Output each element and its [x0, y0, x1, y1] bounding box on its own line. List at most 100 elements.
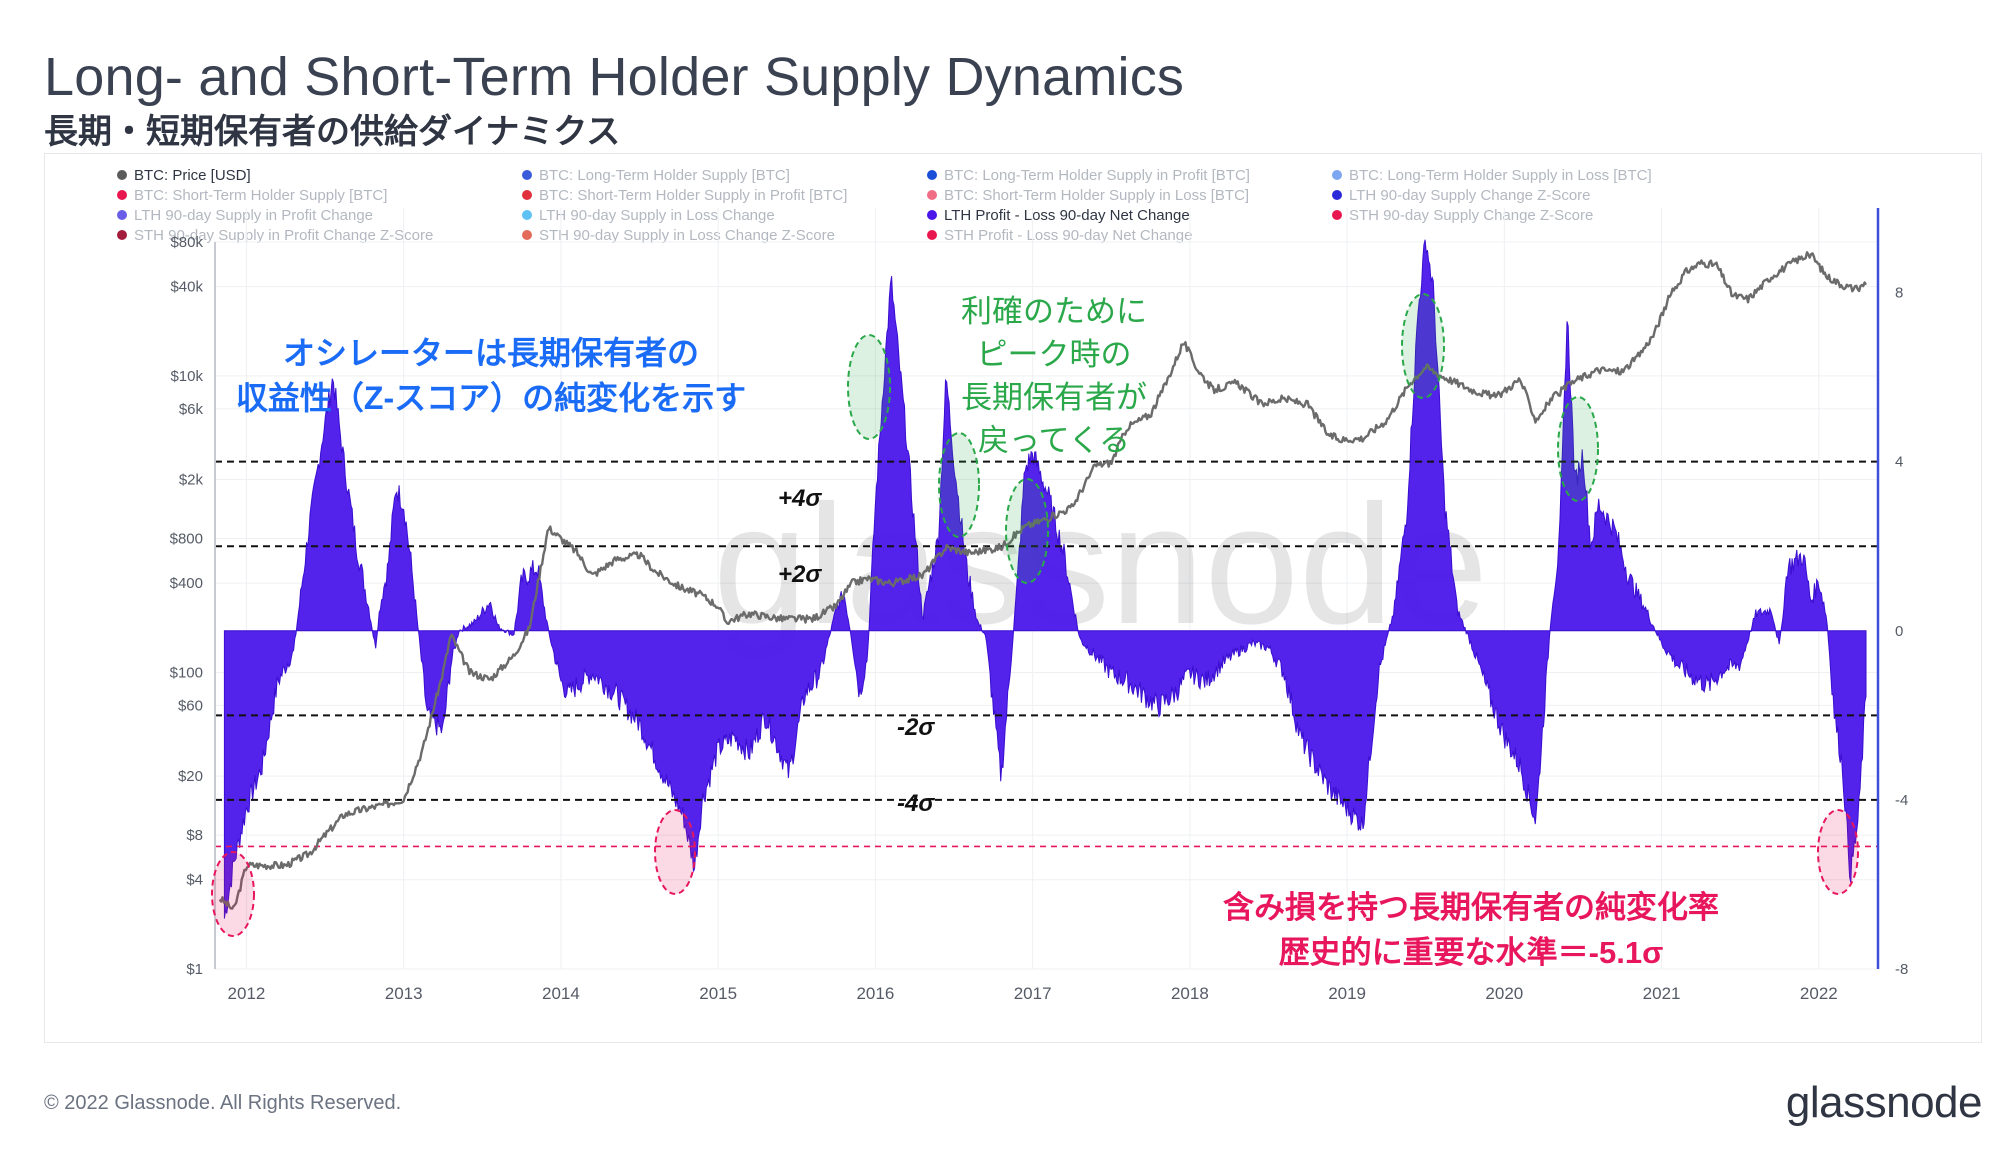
- sigma-label-m4: -4σ: [897, 790, 935, 817]
- left-tick-label: $2k: [179, 472, 204, 489]
- legend-swatch: [117, 230, 127, 240]
- legend-item[interactable]: BTC: Long-Term Holder Supply in Loss [BT…: [1332, 167, 1652, 184]
- legend-item[interactable]: BTC: Long-Term Holder Supply [BTC]: [522, 167, 790, 184]
- legend-item[interactable]: BTC: Long-Term Holder Supply in Profit […: [927, 167, 1250, 184]
- legend-item[interactable]: STH Profit - Loss 90-day Net Change: [927, 227, 1192, 244]
- x-tick-label: 2017: [1014, 984, 1052, 1003]
- x-axis-ticks: 2012 2013 2014 2015 2016 2017 2018 2019 2020 2021…: [228, 984, 1838, 1003]
- sigma-label-m2: -2σ: [897, 714, 935, 741]
- left-tick-label: $60: [178, 697, 203, 714]
- page-title: Long- and Short-Term Holder Supply Dynam…: [44, 47, 1185, 107]
- sigma-label-p4: +4σ: [778, 485, 822, 512]
- green-highlight-2015: [847, 334, 891, 440]
- x-tick-label: 2015: [699, 984, 737, 1003]
- x-tick-label: 2016: [856, 984, 894, 1003]
- x-tick-label: 2019: [1328, 984, 1366, 1003]
- green-note-line-4: 戻ってくる: [978, 423, 1130, 458]
- legend-item[interactable]: BTC: Short-Term Holder Supply in Profit …: [522, 187, 847, 204]
- green-highlight-2020: [1557, 396, 1599, 502]
- legend-label: STH Profit - Loss 90-day Net Change: [944, 227, 1192, 244]
- legend-label: LTH Profit - Loss 90-day Net Change: [944, 207, 1190, 224]
- x-tick-label: 2018: [1171, 984, 1209, 1003]
- legend-item[interactable]: STH 90-day Supply in Profit Change Z-Sco…: [117, 227, 433, 244]
- legend-swatch: [522, 170, 532, 180]
- green-highlight-2016b: [1005, 478, 1049, 584]
- legend-swatch: [1332, 210, 1342, 220]
- legend-item[interactable]: BTC: Short-Term Holder Supply [BTC]: [117, 187, 387, 204]
- legend-item[interactable]: LTH Profit - Loss 90-day Net Change: [927, 207, 1190, 224]
- right-tick-label: 0: [1895, 623, 1903, 640]
- highlight-circles: [211, 293, 1859, 937]
- x-tick-label: 2013: [385, 984, 423, 1003]
- left-tick-label: $4: [186, 872, 203, 889]
- legend-label: BTC: Price [USD]: [134, 167, 251, 184]
- legend-label: STH 90-day Supply Change Z-Score: [1349, 207, 1593, 224]
- legend-label: STH 90-day Supply in Profit Change Z-Sco…: [134, 227, 433, 244]
- sigma-label-p2: +2σ: [778, 561, 822, 588]
- right-tick-label: 8: [1895, 285, 1903, 302]
- chart-legend[interactable]: BTC: Price [USD] BTC: Long-Term Holder Su…: [117, 167, 1652, 244]
- legend-swatch: [1332, 190, 1342, 200]
- green-highlight-2016a: [938, 432, 980, 538]
- legend-swatch: [117, 190, 127, 200]
- green-note-line-1: 利確のために: [961, 294, 1147, 329]
- legend-label: BTC: Long-Term Holder Supply [BTC]: [539, 167, 790, 184]
- right-axis-ticks: 8 4 0 -4 -8: [1895, 285, 1908, 978]
- legend-item[interactable]: BTC: Short-Term Holder Supply in Loss [B…: [927, 187, 1249, 204]
- chart-svg: BTC: Price [USD] BTC: Long-Term Holder Su…: [117, 167, 1908, 1003]
- legend-item[interactable]: BTC: Price [USD]: [117, 167, 251, 184]
- legend-item[interactable]: LTH 90-day Supply in Profit Change: [117, 207, 373, 224]
- green-note-line-3: 長期保有者が: [961, 380, 1147, 415]
- oscillator-area: [223, 239, 1867, 919]
- legend-swatch: [927, 170, 937, 180]
- right-tick-label: -4: [1895, 792, 1908, 809]
- red-note-line-2: 歴史的に重要な水準＝-5.1σ: [1279, 935, 1664, 970]
- legend-item[interactable]: STH 90-day Supply Change Z-Score: [1332, 207, 1593, 224]
- legend-swatch: [522, 190, 532, 200]
- x-tick-label: 2012: [228, 984, 266, 1003]
- legend-item[interactable]: LTH 90-day Supply in Loss Change: [522, 207, 775, 224]
- legend-swatch: [522, 230, 532, 240]
- green-highlight-2019: [1401, 293, 1445, 399]
- left-tick-label: $1: [186, 961, 203, 978]
- legend-item[interactable]: STH 90-day Supply in Loss Change Z-Score: [522, 227, 835, 244]
- left-tick-label: $80k: [170, 234, 203, 251]
- left-tick-label: $10k: [170, 368, 203, 385]
- legend-swatch: [1332, 170, 1342, 180]
- legend-label: LTH 90-day Supply Change Z-Score: [1349, 187, 1591, 204]
- blue-note-line-1: オシレーターは長期保有者の: [283, 335, 699, 371]
- legend-label: BTC: Long-Term Holder Supply in Loss [BT…: [1349, 167, 1652, 184]
- chart-panel: BTC: Price [USD] BTC: Long-Term Holder Su…: [44, 153, 1982, 1043]
- legend-swatch: [927, 230, 937, 240]
- x-tick-label: 2014: [542, 984, 580, 1003]
- left-axis-ticks: $80k $40k $10k $6k $2k $800 $400 $100 $60 $20 $8 $4…: [170, 234, 204, 978]
- legend-swatch: [927, 190, 937, 200]
- left-tick-label: $6k: [179, 401, 204, 418]
- legend-label: BTC: Short-Term Holder Supply in Loss [B…: [944, 187, 1249, 204]
- left-tick-label: $20: [178, 768, 203, 785]
- legend-label: LTH 90-day Supply in Loss Change: [539, 207, 775, 224]
- price-line: [218, 251, 1868, 910]
- left-tick-label: $8: [186, 827, 203, 844]
- legend-label: BTC: Long-Term Holder Supply in Profit […: [944, 167, 1250, 184]
- grid-lines: [215, 208, 1878, 970]
- left-tick-label: $800: [170, 531, 203, 548]
- right-tick-label: 4: [1895, 454, 1903, 471]
- left-tick-label: $400: [170, 575, 203, 592]
- legend-swatch: [522, 210, 532, 220]
- red-highlight-2011: [211, 851, 255, 937]
- x-tick-label: 2022: [1800, 984, 1838, 1003]
- legend-swatch: [117, 210, 127, 220]
- red-highlight-2022: [1817, 809, 1859, 895]
- red-note-line-1: 含み損を持つ長期保有者の純変化率: [1223, 890, 1719, 925]
- brand-logo: glassnode: [1785, 1078, 1983, 1127]
- x-tick-label: 2021: [1643, 984, 1681, 1003]
- legend-item[interactable]: LTH 90-day Supply Change Z-Score: [1332, 187, 1591, 204]
- blue-note-line-2: 収益性（Z-スコア）の純変化を示す: [236, 380, 746, 416]
- green-note-line-2: ピーク時の: [977, 337, 1132, 372]
- left-tick-label: $40k: [170, 279, 203, 296]
- legend-swatch: [117, 170, 127, 180]
- sigma-thresholds: [215, 460, 1878, 848]
- left-tick-label: $100: [170, 664, 203, 681]
- legend-label: BTC: Short-Term Holder Supply in Profit …: [539, 187, 847, 204]
